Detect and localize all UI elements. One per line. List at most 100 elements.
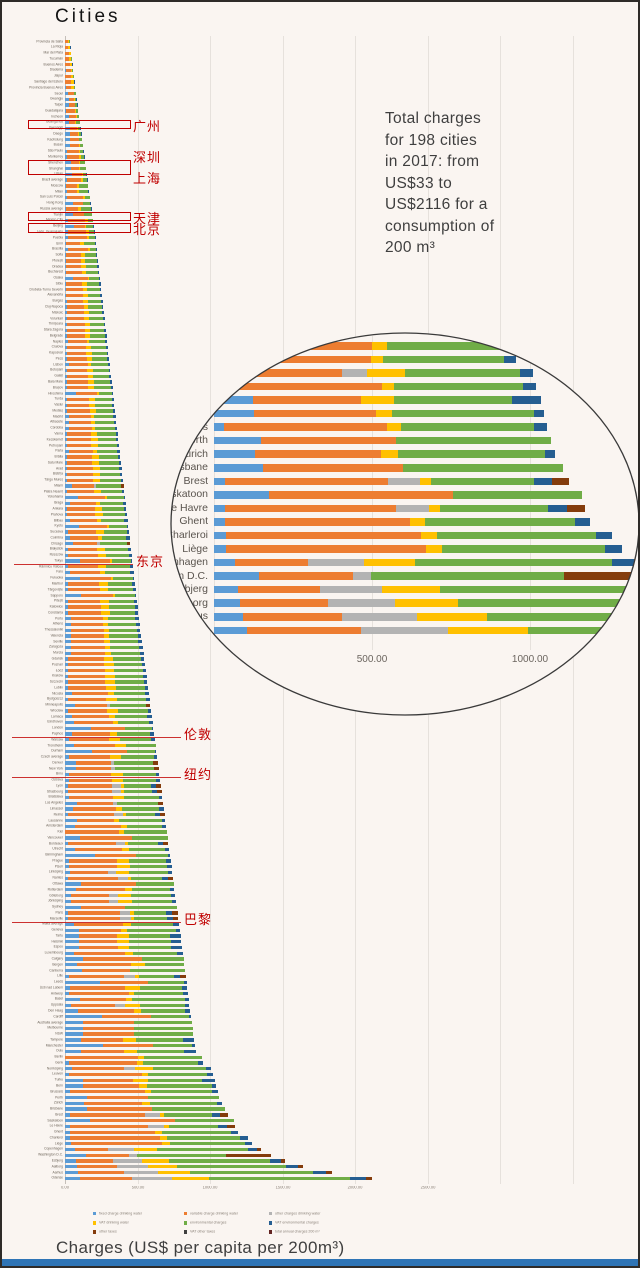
bar-segment (109, 899, 119, 904)
bar-segment (65, 386, 67, 390)
bar-segment (214, 518, 226, 526)
bar-segment (129, 968, 186, 973)
city-label: Rotterdam (47, 888, 63, 892)
bar-segment (65, 767, 77, 771)
bar-segment (138, 974, 174, 979)
bar-segment (65, 1032, 83, 1036)
city-label: Nantes (52, 876, 63, 880)
bar-segment (97, 536, 103, 540)
city-label: Warsaw (51, 738, 63, 742)
bar-segment (113, 1159, 143, 1163)
bar-segment (148, 1165, 177, 1169)
bar-segment (65, 761, 77, 765)
city-label: Valencia (50, 634, 63, 638)
city-label: Kiel (57, 830, 63, 834)
bar-segment (68, 697, 107, 702)
bar-segment (104, 334, 107, 338)
bar-segment (65, 674, 69, 678)
city-label: Mar del Plata (43, 51, 63, 55)
bar-segment (110, 386, 113, 390)
bar-segment (137, 1055, 145, 1059)
bar-segment (146, 703, 151, 707)
city-bar (65, 276, 100, 280)
city-label: Hong Kong (46, 201, 63, 205)
city-label: Râmnicu Vâlcea (38, 565, 63, 569)
bar-segment (78, 132, 82, 136)
bar-segment (75, 109, 79, 113)
bar-segment (114, 767, 154, 771)
bar-segment (65, 576, 81, 580)
bar-segment (65, 368, 67, 373)
bar-segment (96, 247, 97, 252)
bar-segment (100, 501, 123, 505)
bar-segment (98, 391, 113, 396)
bar-segment (392, 409, 535, 418)
bar-segment (65, 207, 67, 211)
bar-segment (78, 149, 81, 153)
city-bar (65, 282, 101, 286)
bar-segment (94, 241, 96, 246)
bar-segment (116, 859, 130, 863)
bar-segment (110, 645, 139, 650)
inset-city-bar (214, 342, 513, 350)
annotation-box (28, 159, 131, 176)
inset-city-bar (214, 518, 590, 526)
bar-segment (83, 195, 86, 200)
bar-segment (150, 1090, 212, 1094)
city-bar (65, 1147, 262, 1152)
bar-segment (91, 351, 107, 355)
bar-segment (76, 1159, 114, 1163)
city-label: Liège (54, 1142, 63, 1146)
city-bar (65, 45, 71, 50)
bar-segment (442, 545, 606, 553)
city-label: Ploiești (52, 259, 63, 263)
bar-segment (130, 917, 135, 921)
bar-segment (166, 911, 172, 915)
bar-segment (71, 634, 104, 638)
city-bar (65, 1165, 303, 1169)
bar-segment (65, 778, 69, 782)
city-label: Los Angeles (45, 801, 63, 805)
city-label: Parla (55, 449, 63, 453)
bar-segment (76, 801, 114, 805)
bar-segment (139, 1003, 185, 1007)
bar-segment (100, 599, 109, 603)
city-label: Pécs (55, 357, 63, 361)
bar-segment (138, 640, 143, 644)
city-label: New York (49, 766, 63, 771)
bar-segment (103, 628, 109, 632)
bar-segment (214, 355, 224, 364)
bar-segment (75, 824, 121, 829)
bar-segment (66, 270, 82, 275)
annotation-label: 东京 (136, 553, 165, 569)
bar-segment (126, 824, 163, 829)
bar-segment (65, 1118, 91, 1123)
bar-segment (65, 495, 79, 500)
bar-segment (89, 328, 105, 332)
bar-segment (107, 357, 110, 361)
bar-segment (280, 1159, 286, 1163)
bar-segment (79, 155, 81, 159)
city-label: Vaslui (54, 403, 63, 407)
bar-segment (124, 1003, 140, 1007)
bar-segment (66, 351, 87, 355)
city-bar (65, 674, 147, 678)
bar-segment (111, 778, 124, 782)
city-bar (65, 726, 154, 730)
bar-segment (66, 397, 89, 402)
city-bar (65, 761, 158, 765)
bar-segment (566, 504, 586, 513)
bar-segment (89, 195, 91, 200)
bar-segment (120, 472, 123, 477)
city-bar (65, 836, 168, 840)
bar-segment (65, 461, 68, 465)
bar-segment (69, 1061, 137, 1065)
city-bar (65, 882, 174, 886)
bar-segment (534, 409, 545, 418)
legend-swatch (93, 1230, 97, 1234)
bar-segment (75, 120, 80, 125)
city-bar (65, 1101, 222, 1105)
bar-segment (136, 853, 168, 857)
bar-segment (113, 813, 123, 817)
bar-segment (370, 355, 383, 364)
